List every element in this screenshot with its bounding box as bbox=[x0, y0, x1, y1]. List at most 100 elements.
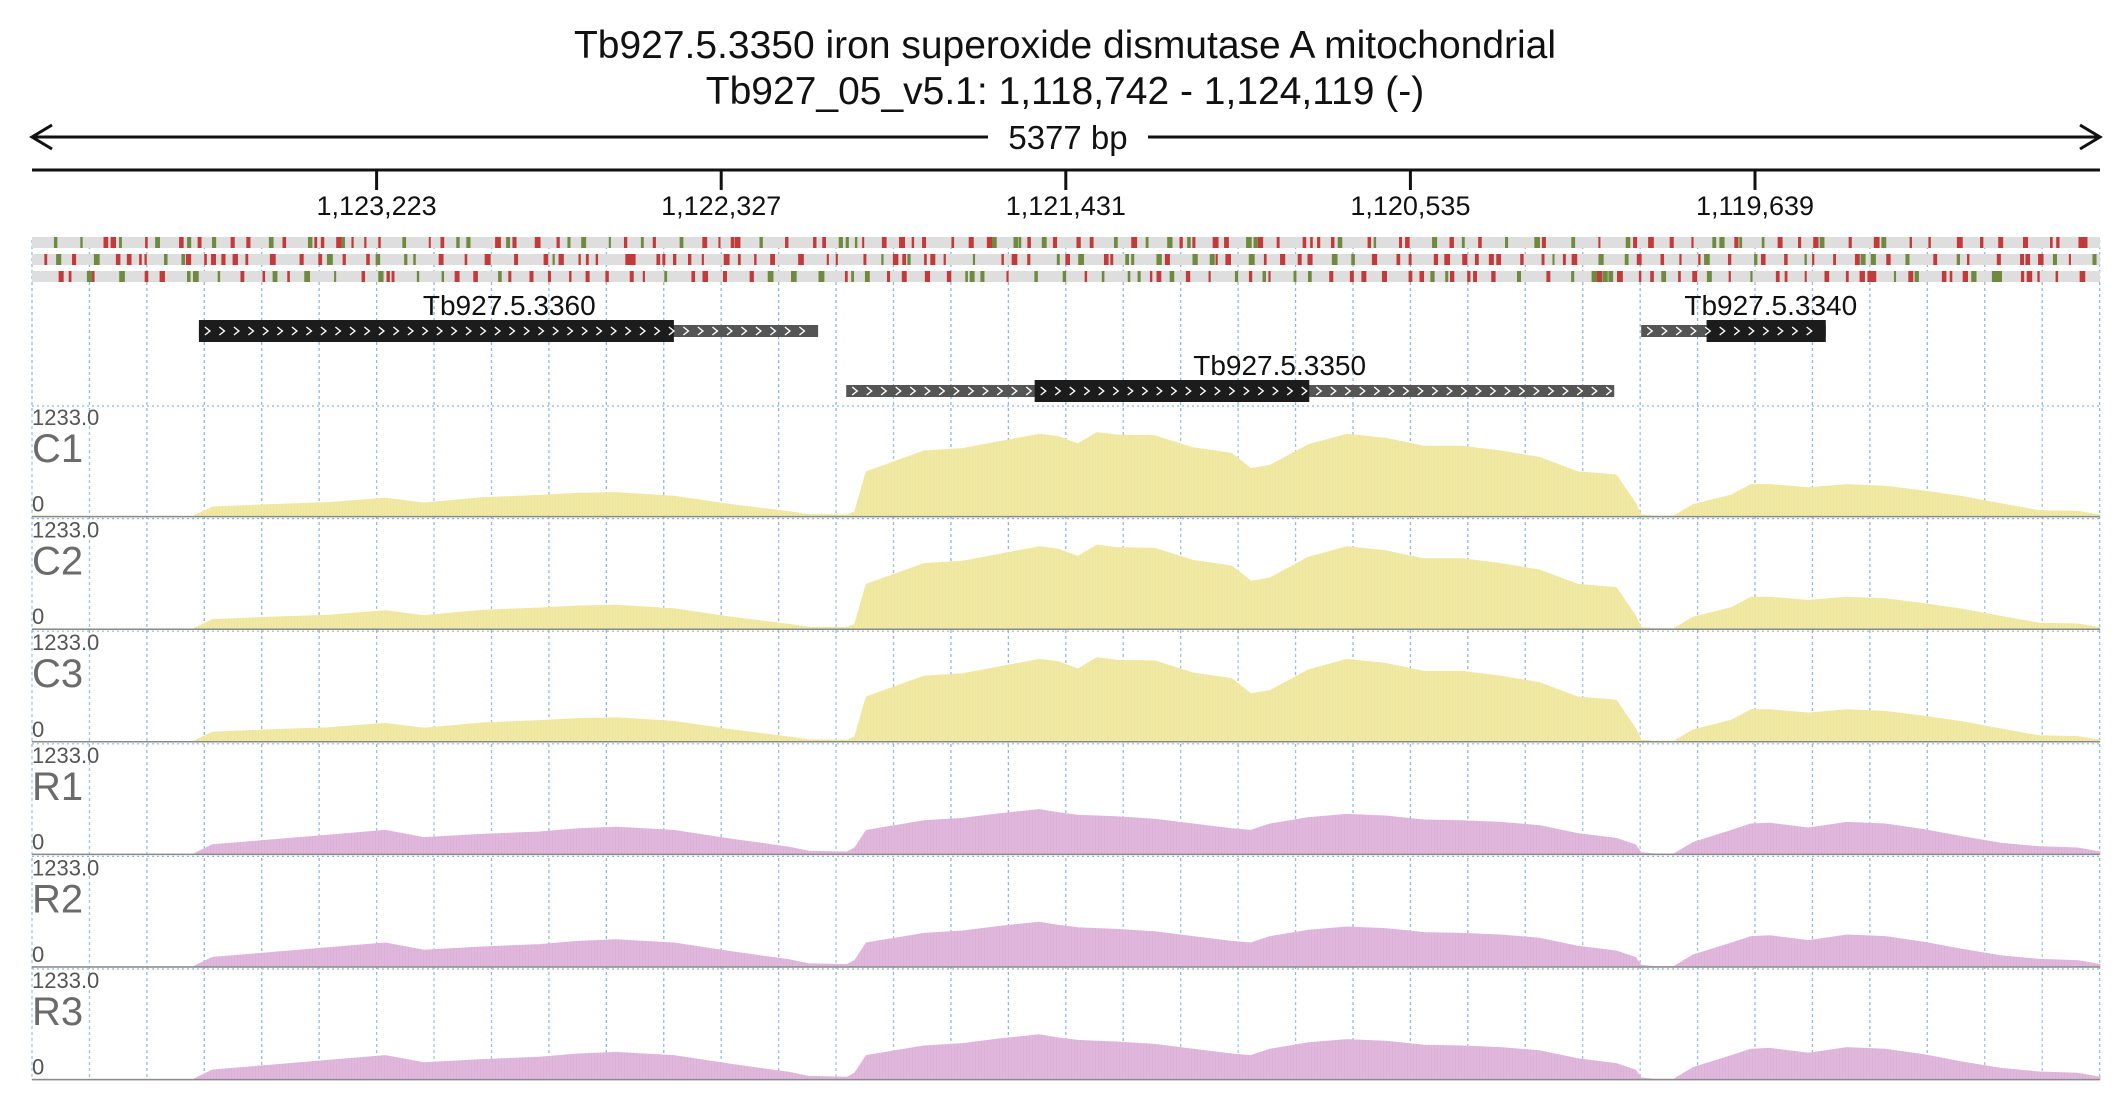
strand-chevron bbox=[1504, 386, 1511, 396]
variant-mark bbox=[456, 237, 460, 248]
variant-mark bbox=[1349, 271, 1354, 282]
variant-mark bbox=[245, 254, 249, 265]
variant-mark bbox=[730, 237, 735, 248]
variant-mark bbox=[1034, 271, 1038, 282]
variant-mark bbox=[1845, 271, 1849, 282]
strand-chevron bbox=[769, 326, 777, 336]
strand-chevron bbox=[1373, 386, 1381, 396]
strand-chevron bbox=[639, 326, 647, 336]
variant-mark bbox=[428, 237, 431, 248]
variant-mark bbox=[924, 254, 927, 265]
variant-mark bbox=[1597, 271, 1603, 282]
variant-mark bbox=[155, 237, 160, 248]
variant-mark bbox=[652, 237, 656, 248]
strand-chevron bbox=[436, 326, 444, 336]
variant-mark bbox=[1263, 254, 1267, 265]
strand-chevron bbox=[866, 386, 873, 396]
strand-chevron bbox=[1446, 386, 1453, 396]
gene-label: Tb927.5.3360 bbox=[423, 290, 596, 321]
variant-mark bbox=[1617, 271, 1623, 282]
gene-track: Tb927.5.3360 Tb927.5.3340 Tb927.5.3350 bbox=[198, 290, 1857, 402]
gene-label: Tb927.5.3340 bbox=[1684, 290, 1857, 321]
variant-mark bbox=[1706, 271, 1712, 282]
variant-mark bbox=[723, 254, 730, 265]
strand-chevron bbox=[909, 386, 917, 396]
variant-mark bbox=[1761, 237, 1765, 248]
strand-chevron bbox=[1791, 326, 1799, 336]
variant-mark bbox=[673, 254, 677, 265]
strand-chevron bbox=[566, 326, 574, 336]
variant-mark bbox=[1870, 254, 1876, 265]
variant-mark bbox=[1405, 237, 1410, 248]
variant-mark bbox=[723, 271, 727, 282]
variant-mark bbox=[1006, 271, 1009, 282]
variant-mark bbox=[126, 254, 132, 265]
variant-mark bbox=[1704, 254, 1710, 265]
strand-chevron bbox=[1417, 386, 1424, 396]
variant-mark bbox=[230, 237, 235, 248]
variant-mark bbox=[1131, 237, 1138, 248]
variant-mark bbox=[1225, 254, 1232, 265]
gene-feature[interactable]: Tb927.5.3350 bbox=[846, 350, 1615, 402]
strand-chevron bbox=[595, 326, 603, 336]
variant-mark bbox=[1625, 237, 1631, 248]
variant-mark bbox=[232, 254, 238, 265]
variant-mark bbox=[907, 254, 911, 265]
variant-mark bbox=[1185, 271, 1191, 282]
variant-mark bbox=[679, 237, 684, 248]
variant-mark bbox=[899, 237, 906, 248]
variant-mark bbox=[144, 254, 147, 265]
variant-mark bbox=[1001, 254, 1004, 265]
variant-mark bbox=[2037, 271, 2040, 282]
variant-mark bbox=[93, 254, 100, 265]
variant-mark bbox=[2078, 237, 2084, 248]
variant-mark bbox=[1062, 271, 1067, 282]
variant-mark bbox=[946, 271, 952, 282]
variant-mark bbox=[1928, 237, 1931, 248]
gene-feature[interactable]: Tb927.5.3340 bbox=[1641, 290, 1857, 342]
variant-mark bbox=[1784, 271, 1788, 282]
variant-mark bbox=[767, 271, 774, 282]
strand-chevron bbox=[668, 326, 676, 336]
strand-chevron bbox=[1156, 386, 1163, 396]
strand-chevron bbox=[247, 326, 255, 336]
variant-mark bbox=[1833, 254, 1836, 265]
variant-mark bbox=[110, 237, 116, 248]
variant-mark bbox=[1669, 237, 1674, 248]
variant-mark bbox=[438, 254, 444, 265]
variant-mark bbox=[605, 271, 609, 282]
variant-mark bbox=[103, 237, 109, 248]
strand-chevron bbox=[1054, 386, 1062, 396]
ruler-tick-label: 1,123,223 bbox=[317, 191, 437, 221]
strand-chevron bbox=[740, 326, 748, 336]
strand-chevron bbox=[1214, 386, 1221, 396]
gene-cds bbox=[1034, 380, 1310, 402]
variant-mark bbox=[1432, 237, 1438, 248]
variant-mark bbox=[314, 237, 318, 248]
variant-mark bbox=[1534, 237, 1540, 248]
variant-mark bbox=[1125, 254, 1129, 265]
gene-cds bbox=[198, 320, 674, 342]
variant-mark bbox=[862, 237, 865, 248]
strand-chevron bbox=[523, 326, 531, 336]
variant-mark bbox=[1698, 254, 1701, 265]
variant-mark bbox=[662, 254, 666, 265]
variant-mark bbox=[1813, 237, 1819, 248]
strand-chevron bbox=[851, 386, 859, 396]
variant-mark bbox=[838, 237, 843, 248]
variant-mark bbox=[1854, 254, 1860, 265]
span-arrow: 5377 bp bbox=[29, 119, 2103, 156]
coverage-track-c2: 1233.0 0 C2 bbox=[31, 518, 2101, 630]
variant-mark bbox=[854, 237, 858, 248]
coverage-track-c3: 1233.0 0 C3 bbox=[31, 630, 2101, 743]
strand-chevron bbox=[233, 326, 241, 336]
track-max-label: 1233.0 bbox=[32, 968, 99, 993]
variant-mark bbox=[1474, 254, 1479, 265]
variant-mark bbox=[798, 254, 804, 265]
variant-mark bbox=[2020, 271, 2025, 282]
track-name: R3 bbox=[32, 990, 83, 1034]
gene-feature[interactable]: Tb927.5.3360 bbox=[198, 290, 819, 342]
variant-mark bbox=[391, 271, 395, 282]
variant-mark bbox=[92, 271, 95, 282]
variant-mark bbox=[2052, 254, 2057, 265]
